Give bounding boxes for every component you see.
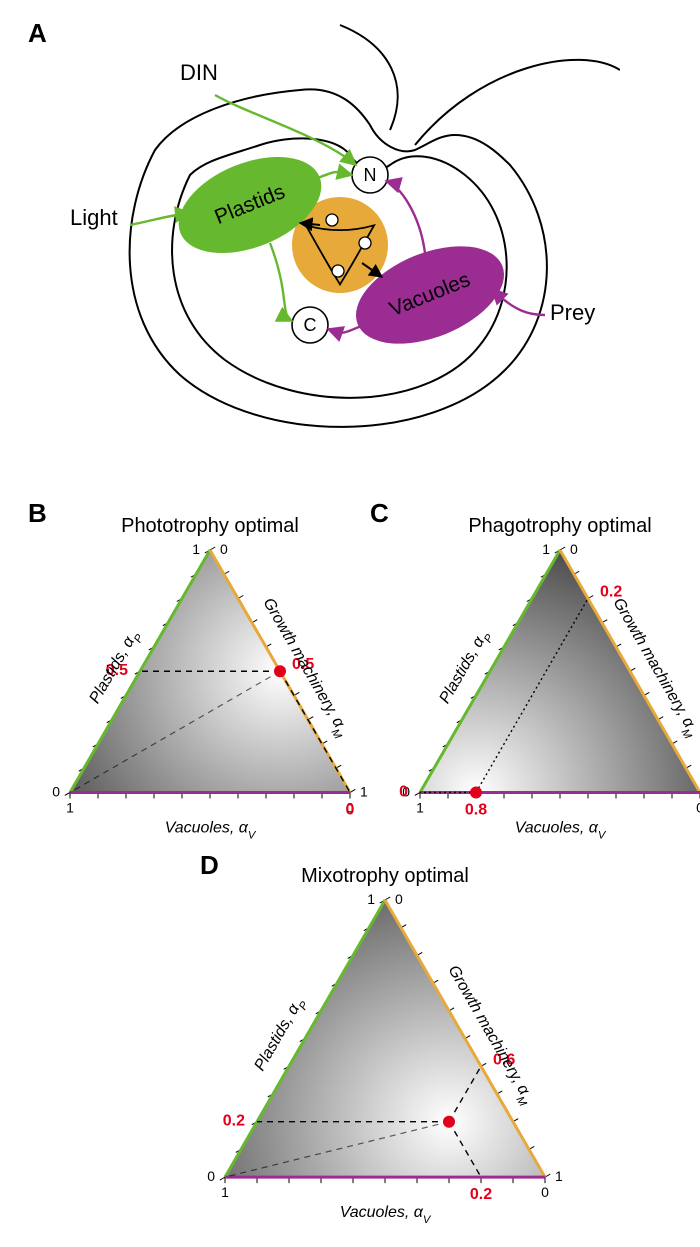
panel-A-cell-diagram: PlastidsVacuolesNCDINLightPrey (60, 15, 620, 455)
svg-text:0: 0 (696, 799, 700, 815)
axis-label: Vacuoles, αV (340, 1204, 432, 1226)
optimum-value: 0.2 (470, 1186, 492, 1203)
optimum-value: 0.8 (465, 801, 487, 818)
panel-C-ternary: 01011000.20.8Plastids, αPGrowth machiner… (370, 500, 700, 862)
ext-label-light: Light (70, 205, 118, 230)
svg-text:0: 0 (541, 1184, 549, 1200)
svg-text:1: 1 (192, 541, 200, 557)
svg-text:0: 0 (52, 783, 60, 799)
axis-label: Vacuoles, αV (515, 819, 607, 841)
panel-B-ternary: 0101100.50.50Plastids, αPGrowth machiner… (20, 500, 400, 862)
svg-text:1: 1 (66, 799, 74, 815)
svg-text:0: 0 (220, 541, 228, 557)
ternary-title: Mixotrophy optimal (301, 865, 469, 887)
svg-text:1: 1 (360, 783, 368, 799)
optimum-value: 0 (346, 801, 355, 818)
axis-label: Vacuoles, αV (165, 819, 257, 841)
svg-text:1: 1 (555, 1168, 563, 1184)
svg-text:1: 1 (221, 1184, 229, 1200)
svg-text:1: 1 (542, 541, 550, 557)
optimum-value: 0 (399, 783, 408, 800)
svg-text:0: 0 (570, 541, 578, 557)
ternary-title: Phototrophy optimal (121, 515, 299, 537)
pool-N: N (364, 165, 377, 185)
ext-label-prey: Prey (550, 300, 595, 325)
ext-label-din: DIN (180, 60, 218, 85)
svg-text:0: 0 (207, 1168, 215, 1184)
pool-C: C (304, 315, 317, 335)
optimum-value: 0.2 (223, 1113, 245, 1130)
svg-text:0: 0 (395, 891, 403, 907)
ternary-title: Phagotrophy optimal (468, 515, 651, 537)
svg-text:1: 1 (367, 891, 375, 907)
panel-label-A: A (28, 18, 47, 49)
panel-D-ternary: 0101100.20.60.2Plastids, αPGrowth machin… (175, 850, 595, 1247)
svg-text:1: 1 (416, 799, 424, 815)
